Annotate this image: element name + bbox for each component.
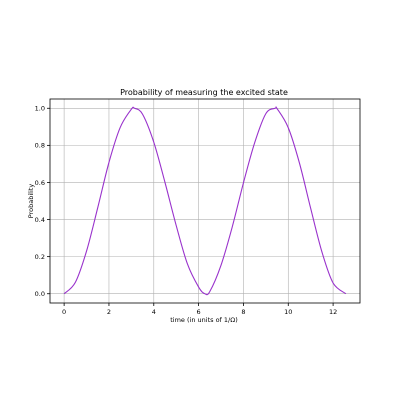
- plot-frame: [49, 98, 361, 304]
- x-tick-label: 10: [284, 308, 292, 316]
- x-tick-label: 12: [329, 308, 337, 316]
- x-tick-label: 2: [107, 308, 111, 316]
- x-tick-label: 6: [197, 308, 201, 316]
- y-tick-label: 0.0: [35, 290, 45, 298]
- y-tick-label: 0.6: [35, 179, 45, 187]
- grid: [50, 99, 360, 303]
- x-tick-label: 8: [241, 308, 245, 316]
- x-axis-label: time (in units of 1/Ω): [170, 316, 238, 324]
- x-axis: 0 2 4 6 8 10 12: [62, 303, 337, 316]
- y-axis-label: Probability: [27, 184, 35, 219]
- y-tick-label: 0.4: [35, 216, 45, 224]
- series-layer: [63, 106, 347, 296]
- y-axis: 0.0 0.2 0.4 0.6 0.8 1.0: [35, 105, 50, 298]
- chart-title: Probability of measuring the excited sta…: [120, 88, 288, 97]
- y-tick-label: 0.8: [35, 142, 45, 150]
- x-tick-label: 4: [152, 308, 156, 316]
- series-line: [63, 106, 347, 296]
- x-tick-label: 0: [62, 308, 66, 316]
- y-tick-label: 1.0: [35, 105, 45, 113]
- y-tick-label: 0.2: [35, 253, 45, 261]
